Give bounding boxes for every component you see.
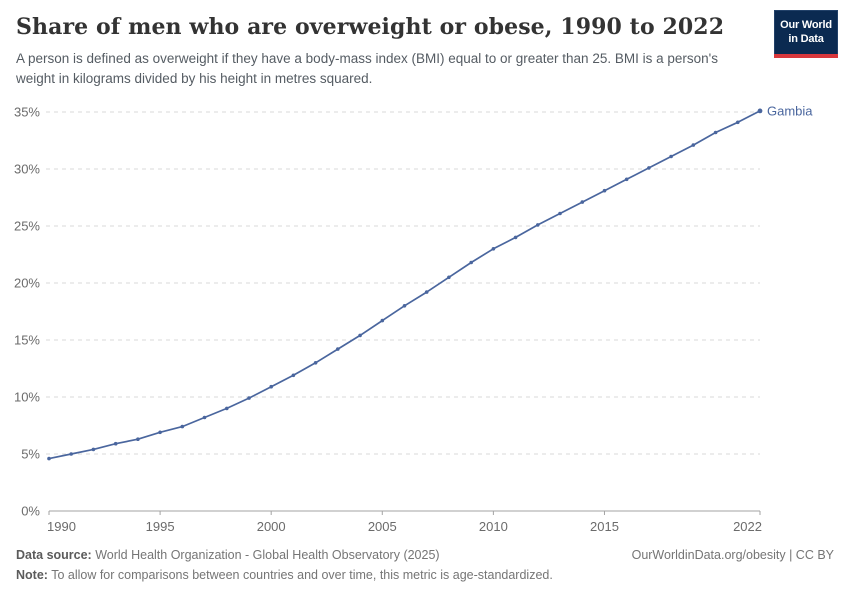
owid-url-link[interactable]: OurWorldinData.org/obesity | CC BY xyxy=(631,548,834,562)
license-link[interactable]: OurWorldinData.org/obesity | CC BY xyxy=(632,548,834,562)
data-point[interactable] xyxy=(291,373,296,378)
data-point[interactable] xyxy=(558,211,562,216)
data-point[interactable] xyxy=(624,177,629,182)
page-title: Share of men who are overweight or obese… xyxy=(16,14,725,40)
x-axis-tick-label: 1995 xyxy=(146,519,175,534)
data-point[interactable] xyxy=(536,223,540,227)
data-point[interactable] xyxy=(491,247,496,251)
x-axis-tick-label: 2005 xyxy=(368,519,397,534)
data-point[interactable] xyxy=(713,130,718,135)
y-axis-tick-label: 0% xyxy=(21,504,40,519)
data-point[interactable] xyxy=(180,424,185,429)
data-point[interactable] xyxy=(580,200,585,204)
data-point[interactable] xyxy=(247,396,251,400)
series-end-label[interactable]: Gambia xyxy=(767,103,813,118)
y-axis-tick-label: 15% xyxy=(14,333,40,348)
data-point[interactable] xyxy=(513,235,518,240)
x-axis-tick-label: 2010 xyxy=(479,519,508,534)
x-axis-tick-label: 2022 xyxy=(733,519,762,534)
datasource-label: Data source: xyxy=(16,548,92,562)
y-axis-tick-label: 5% xyxy=(21,447,40,462)
x-axis-tick-label: 2015 xyxy=(590,519,619,534)
data-point[interactable] xyxy=(757,108,763,114)
x-axis-tick-label: 1990 xyxy=(47,519,76,534)
line-chart[interactable]: 0% 5% 10% 15% 20% 25% 30% 35% 1990 1995 2000 2005 20… xyxy=(0,90,850,545)
data-point[interactable] xyxy=(69,452,73,456)
data-point[interactable] xyxy=(313,361,318,365)
note-value: To allow for comparisons between countri… xyxy=(47,568,553,582)
data-point[interactable] xyxy=(91,447,96,452)
y-axis-tick-label: 20% xyxy=(14,276,40,291)
y-axis-tick-label: 10% xyxy=(14,390,40,405)
owid-logo-line1: Our World xyxy=(780,18,832,31)
y-axis-tick-label: 30% xyxy=(14,162,40,177)
data-point[interactable] xyxy=(47,456,51,461)
note-label: Note: xyxy=(16,568,48,582)
chart-footer: Data source: World Health Organization -… xyxy=(16,548,834,582)
chart-subtitle: A person is defined as overweight if the… xyxy=(16,51,718,86)
data-point[interactable] xyxy=(424,290,429,294)
data-point[interactable] xyxy=(380,318,385,323)
owid-logo-line2: in Data xyxy=(788,32,824,45)
data-point[interactable] xyxy=(158,430,162,435)
data-point[interactable] xyxy=(447,275,451,280)
datasource-text: Data source: World Health Organization -… xyxy=(16,548,440,562)
data-point[interactable] xyxy=(469,260,474,265)
data-point[interactable] xyxy=(336,347,340,351)
datasource-value: World Health Organization - Global Healt… xyxy=(91,548,440,562)
y-axis-tick-label: 25% xyxy=(14,219,40,234)
data-point[interactable] xyxy=(736,120,740,125)
owid-logo[interactable]: Our World in Data xyxy=(774,10,838,58)
note-text: Note: To allow for comparisons between c… xyxy=(16,568,834,582)
chart-line-gambia[interactable] xyxy=(48,110,761,460)
data-point[interactable] xyxy=(269,384,274,389)
chart-header: Share of men who are overweight or obese… xyxy=(16,14,761,88)
data-point[interactable] xyxy=(136,437,140,442)
data-point[interactable] xyxy=(602,188,607,193)
data-point[interactable] xyxy=(402,304,407,308)
data-point[interactable] xyxy=(358,333,362,338)
x-axis-tick-label: 2000 xyxy=(257,519,286,534)
data-point[interactable] xyxy=(113,441,118,446)
data-point[interactable] xyxy=(669,154,673,159)
data-point[interactable] xyxy=(202,415,207,420)
data-point[interactable] xyxy=(225,406,229,411)
data-point[interactable] xyxy=(647,166,651,170)
data-point[interactable] xyxy=(691,143,696,147)
y-axis-tick-label: 35% xyxy=(14,105,40,120)
